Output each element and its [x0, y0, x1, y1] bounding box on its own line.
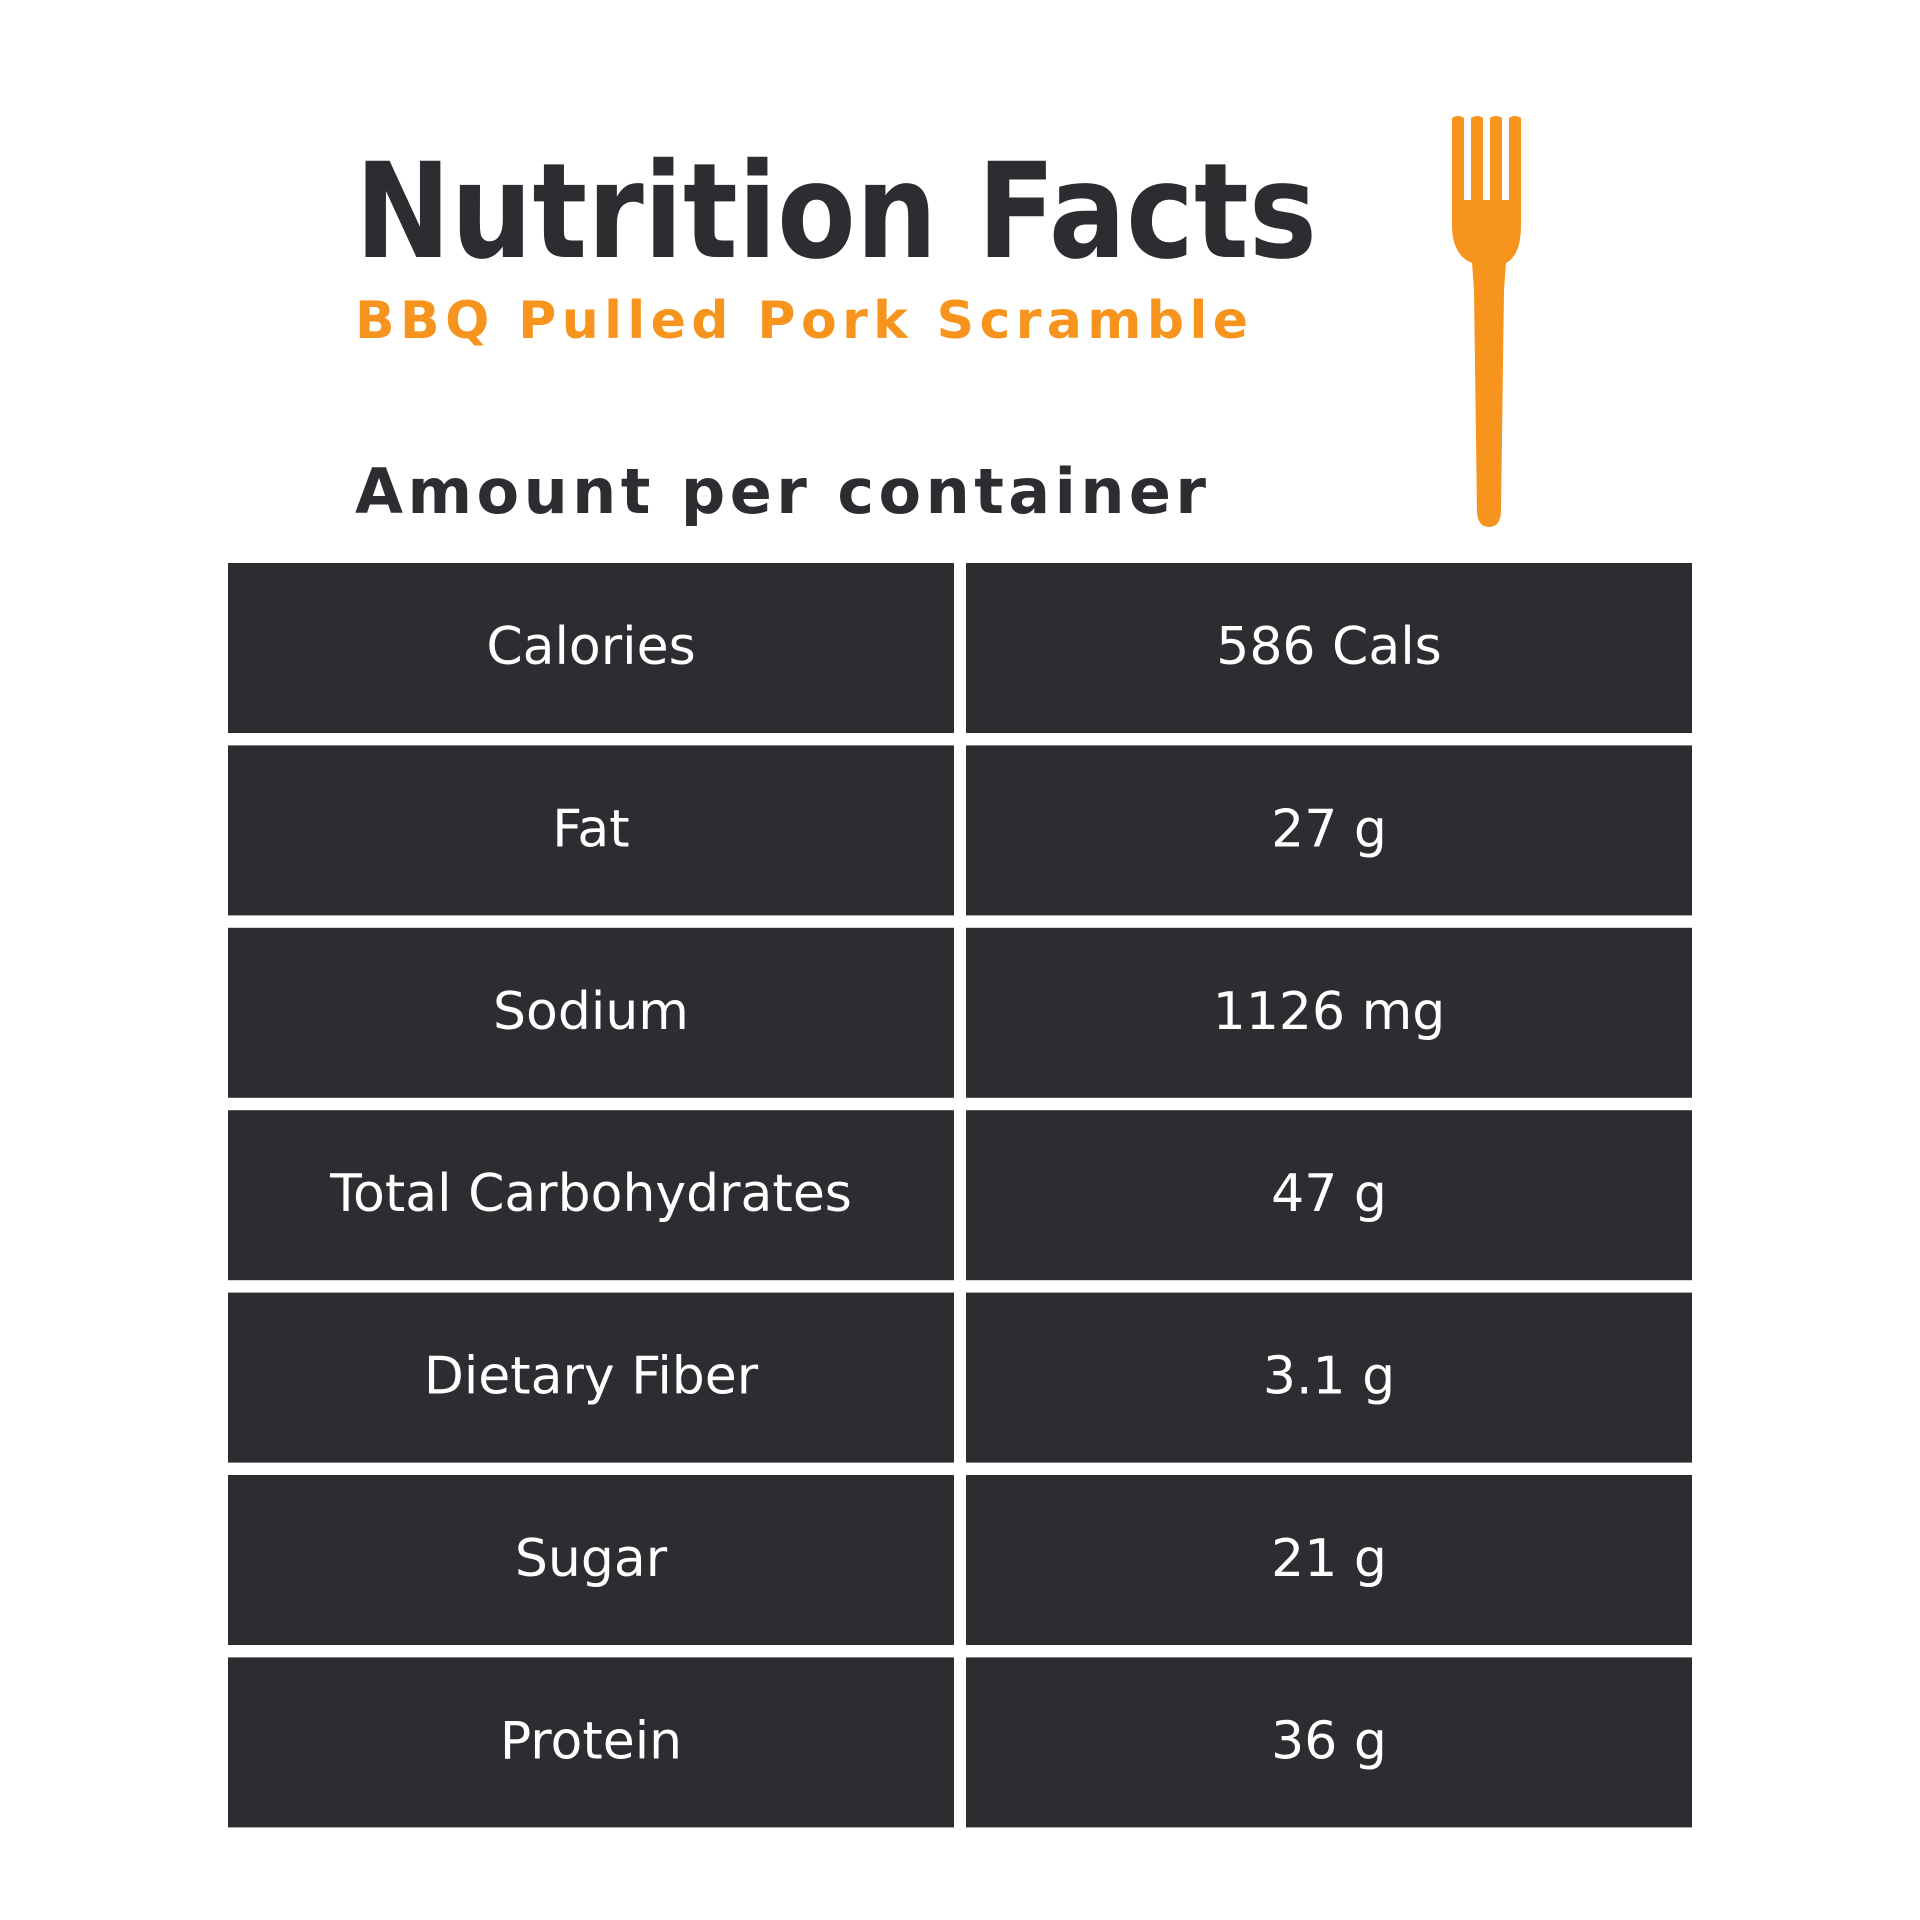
nutrient-amount: 3.1 g — [1263, 1347, 1395, 1407]
nutrient-amount: 36 g — [1271, 1711, 1387, 1771]
nutrient-label: Dietary Fiber — [424, 1347, 759, 1407]
section-heading: Amount per container — [355, 455, 1206, 528]
table-cell — [228, 563, 954, 733]
nutrient-label: Sodium — [493, 982, 689, 1042]
nutrient-label: Sugar — [515, 1529, 668, 1589]
table-cell — [966, 1110, 1692, 1281]
table-cell — [966, 745, 1692, 916]
subtitle: BBQ Pulled Pork Scramble — [355, 291, 1248, 351]
table-cell — [228, 927, 954, 1098]
nutrient-amount: 47 g — [1271, 1164, 1387, 1224]
table-cell — [228, 1110, 954, 1281]
nutrition-table: Calories 586 Cals Fat 27 g Sodium 1126 mg Tota… — [228, 563, 1692, 1828]
nutrient-label: Protein — [500, 1711, 682, 1771]
fork — [1452, 116, 1521, 527]
table-cell — [966, 1292, 1692, 1463]
nutrient-label: Fat — [552, 799, 629, 859]
nutrient-amount: 21 g — [1271, 1529, 1387, 1589]
table-cell — [228, 1292, 954, 1463]
fork-icon — [1452, 116, 1521, 527]
table-cell — [966, 1475, 1692, 1645]
nutrient-amount: 586 Cals — [1216, 617, 1442, 677]
table-cell — [966, 927, 1692, 1098]
nutrient-label: Calories — [486, 617, 695, 677]
nutrient-amount: 1126 mg — [1213, 982, 1446, 1042]
table-cell — [228, 1475, 954, 1645]
table-cell — [966, 1657, 1692, 1828]
nutrient-label: Total Carbohydrates — [329, 1164, 852, 1224]
table-cell — [228, 1657, 954, 1828]
table-cell — [966, 563, 1692, 733]
title: Nutrition Facts — [355, 135, 1317, 289]
nutrient-amount: 27 g — [1271, 799, 1387, 859]
table-cell — [228, 745, 954, 916]
